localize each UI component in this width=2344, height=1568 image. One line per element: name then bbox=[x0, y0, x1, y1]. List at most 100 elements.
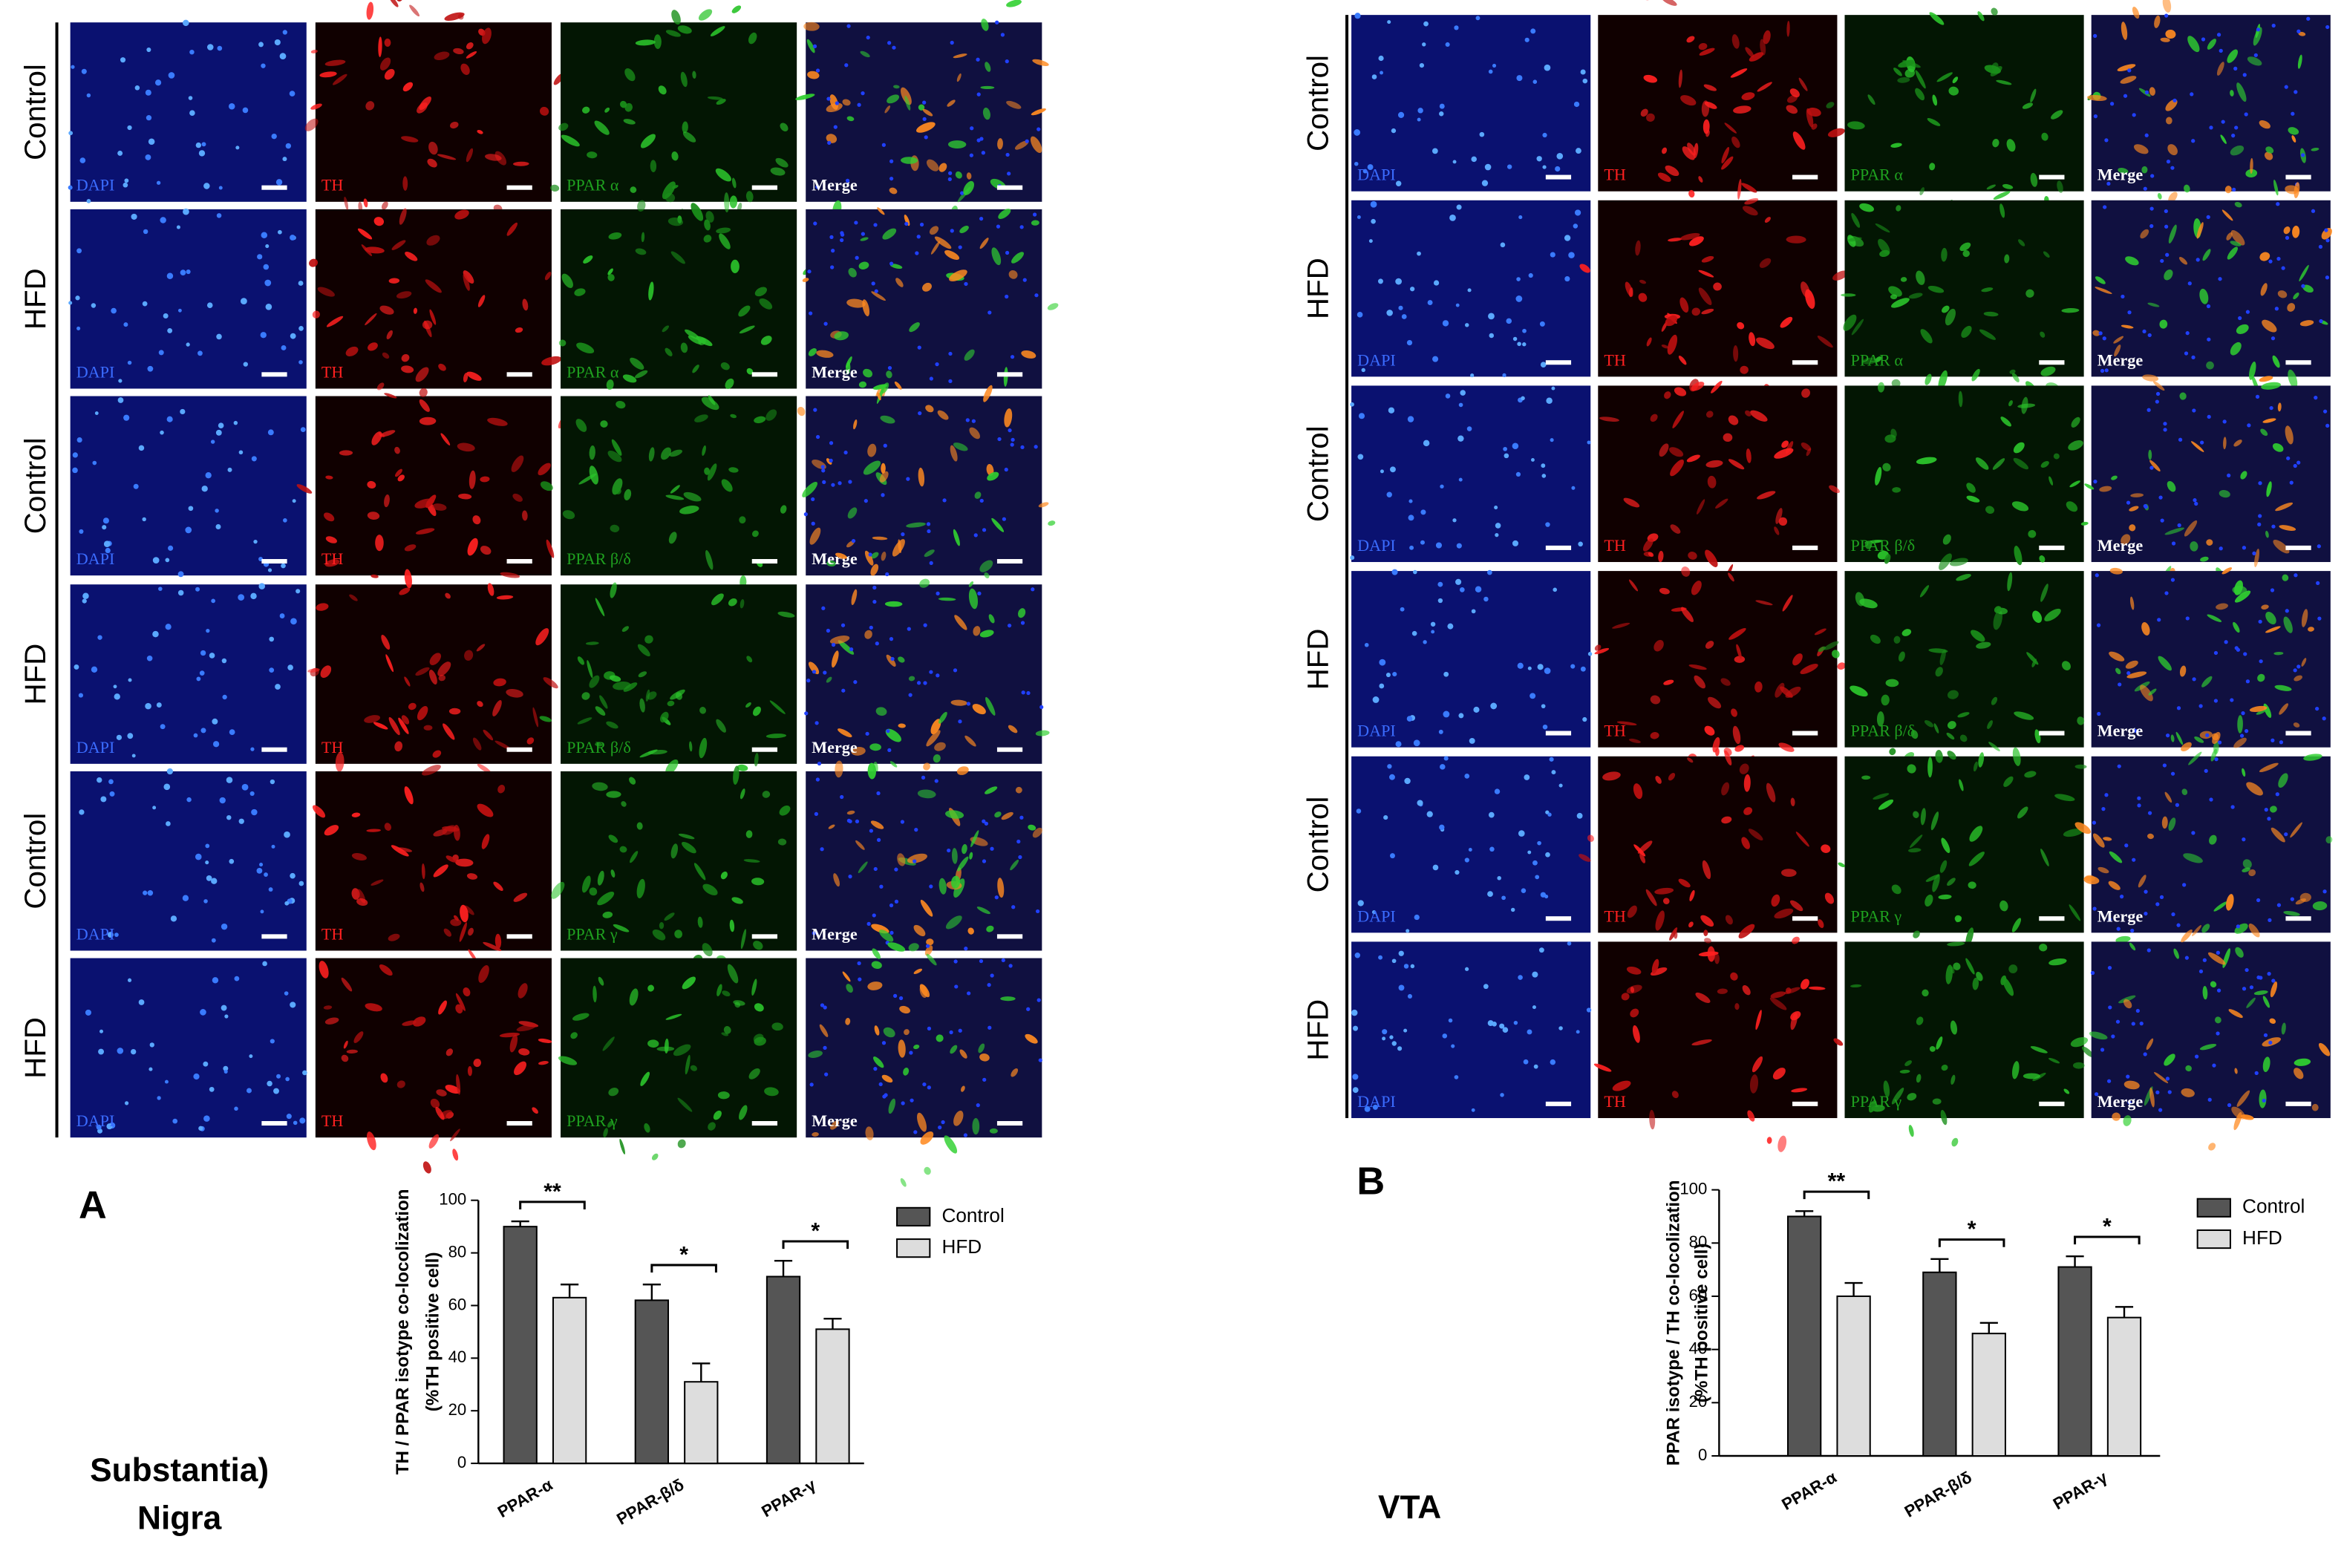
nucleus bbox=[298, 326, 304, 331]
nucleus bbox=[188, 506, 194, 512]
cell bbox=[2202, 986, 2208, 1000]
cell bbox=[357, 228, 373, 240]
scale-bar bbox=[2285, 1101, 2311, 1106]
nucleus bbox=[827, 140, 832, 146]
cell bbox=[2224, 186, 2232, 194]
cell bbox=[1786, 105, 1798, 114]
legend-swatch bbox=[896, 1206, 931, 1226]
cell bbox=[445, 1085, 460, 1094]
cell bbox=[600, 420, 608, 428]
nucleus bbox=[287, 664, 293, 670]
channel-label: PPAR β/δ bbox=[567, 549, 631, 568]
nucleus bbox=[180, 270, 186, 275]
nucleus bbox=[1475, 586, 1482, 592]
nucleus bbox=[1473, 706, 1480, 713]
cell bbox=[401, 365, 414, 373]
nucleus bbox=[2317, 544, 2321, 549]
cell bbox=[656, 1046, 675, 1051]
cell bbox=[415, 367, 429, 382]
cell bbox=[2011, 918, 2022, 932]
micrograph: PPAR γ bbox=[551, 737, 821, 973]
nucleus bbox=[296, 589, 301, 594]
cell bbox=[884, 105, 891, 114]
cell bbox=[1714, 953, 1720, 964]
cell bbox=[924, 549, 935, 558]
nucleus bbox=[1536, 156, 1542, 162]
cell bbox=[356, 898, 368, 906]
cell bbox=[661, 447, 671, 460]
cell bbox=[1691, 581, 1702, 595]
micrograph-bg bbox=[1351, 200, 1591, 377]
cell bbox=[1818, 646, 1826, 653]
nucleus bbox=[2268, 918, 2272, 922]
cell bbox=[2216, 603, 2228, 610]
cell bbox=[906, 522, 926, 528]
cell bbox=[2294, 1058, 2311, 1066]
nucleus bbox=[241, 783, 249, 791]
nucleus bbox=[1576, 148, 1581, 154]
cell bbox=[950, 445, 958, 462]
nucleus bbox=[261, 232, 268, 239]
nucleus bbox=[2216, 1031, 2220, 1036]
cell bbox=[828, 824, 835, 829]
cell bbox=[1777, 1135, 1787, 1152]
cell bbox=[1650, 731, 1659, 739]
y-axis-label: TH / PPAR isotype co-locolization bbox=[393, 1189, 413, 1475]
cell bbox=[2248, 923, 2260, 938]
nucleus bbox=[904, 221, 909, 226]
cell bbox=[648, 447, 655, 462]
cell bbox=[2230, 145, 2245, 156]
cell bbox=[724, 192, 730, 213]
cell bbox=[1728, 415, 1739, 425]
nucleus bbox=[881, 143, 886, 147]
nucleus bbox=[947, 848, 951, 853]
nucleus bbox=[251, 456, 257, 462]
nucleus bbox=[2160, 258, 2164, 264]
cell bbox=[453, 48, 464, 55]
nucleus bbox=[97, 777, 102, 783]
y-tick-label: 100 bbox=[439, 1190, 466, 1209]
nucleus bbox=[873, 223, 878, 227]
nucleus bbox=[840, 238, 844, 243]
cell bbox=[423, 725, 433, 731]
nucleus bbox=[2170, 771, 2175, 776]
cell bbox=[1047, 303, 1059, 310]
nucleus bbox=[250, 592, 257, 600]
nucleus bbox=[994, 895, 999, 900]
nucleus bbox=[1391, 1041, 1397, 1046]
cell bbox=[1688, 921, 1694, 928]
cell bbox=[1628, 738, 1641, 743]
cell bbox=[887, 942, 906, 952]
cell bbox=[401, 353, 410, 362]
nucleus bbox=[1567, 941, 1572, 946]
cell bbox=[937, 410, 949, 420]
cell bbox=[1890, 143, 1902, 148]
cell bbox=[1892, 487, 1901, 493]
cell bbox=[702, 883, 718, 895]
channel-label: Merge bbox=[2097, 906, 2144, 925]
nucleus bbox=[251, 808, 258, 816]
nucleus bbox=[1504, 453, 1509, 459]
nucleus bbox=[2131, 1022, 2135, 1026]
cell bbox=[917, 1112, 927, 1132]
nucleus bbox=[2207, 1097, 2212, 1102]
nucleus bbox=[2093, 479, 2097, 484]
nucleus bbox=[1372, 1104, 1378, 1110]
nucleus bbox=[1442, 320, 1449, 327]
cell bbox=[2168, 192, 2178, 203]
cell bbox=[1705, 641, 1714, 649]
cell bbox=[1743, 774, 1751, 792]
cell bbox=[1745, 47, 1754, 58]
nucleus bbox=[2276, 202, 2280, 206]
cell bbox=[1760, 39, 1766, 56]
nucleus bbox=[264, 872, 268, 877]
nucleus bbox=[906, 477, 910, 481]
cell bbox=[1014, 140, 1029, 150]
cell bbox=[929, 226, 939, 235]
micrograph-bg bbox=[1844, 571, 2084, 748]
cell bbox=[509, 1034, 518, 1053]
nucleus bbox=[1587, 440, 1591, 445]
nucleus bbox=[875, 641, 879, 646]
cell bbox=[1694, 675, 1705, 689]
cell bbox=[607, 450, 622, 463]
